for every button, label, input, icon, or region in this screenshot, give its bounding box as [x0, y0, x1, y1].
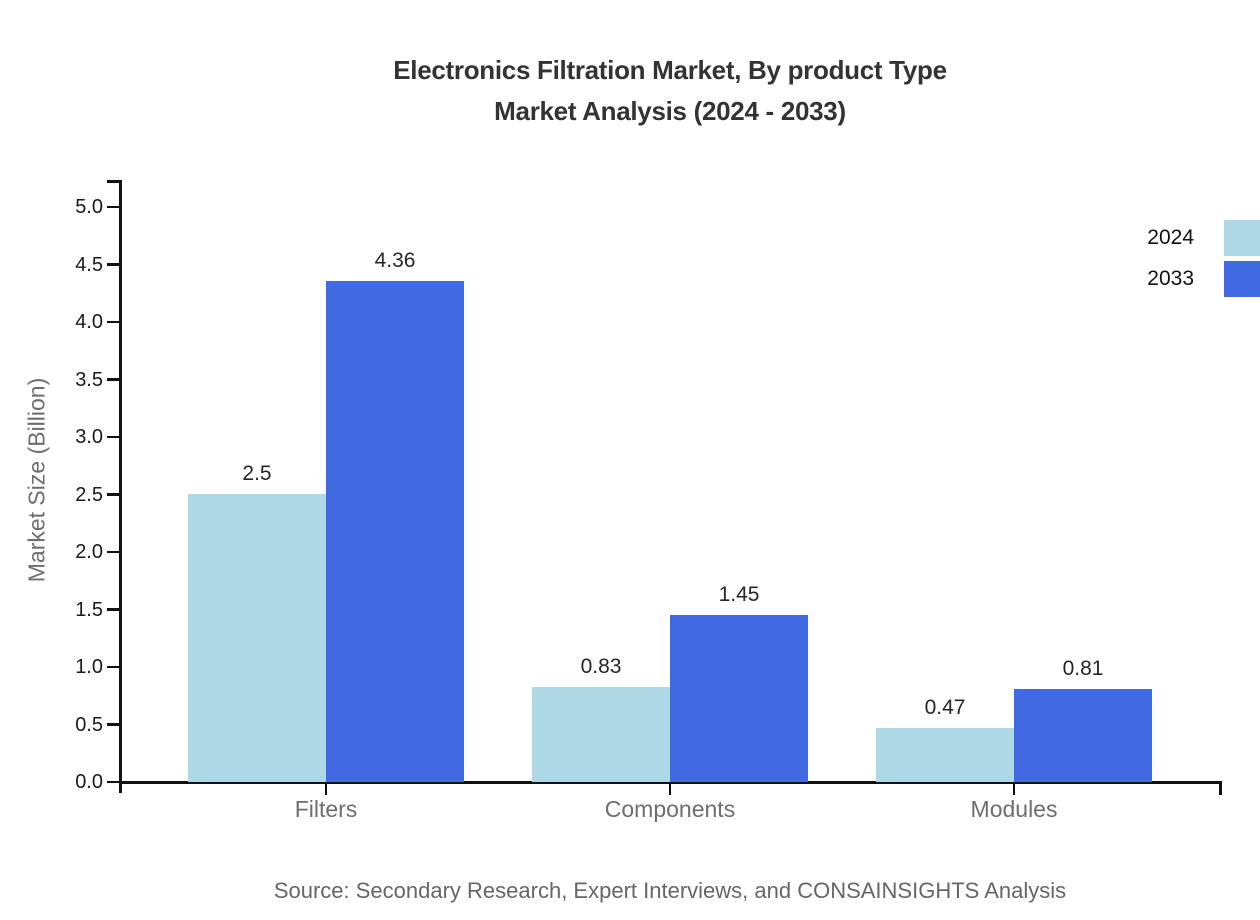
bar-value-label: 0.81	[1062, 657, 1104, 680]
bar-value-label: 1.45	[718, 583, 760, 606]
x-tick-mark	[1012, 782, 1016, 795]
legend-row-2024: 2024	[1147, 219, 1260, 256]
y-tick-label: 2.5	[75, 483, 103, 506]
y-tick-mark	[107, 320, 120, 324]
y-axis-line	[119, 180, 122, 793]
bar-2033-components	[670, 615, 808, 782]
chart-title-line2: Market Analysis (2024 - 2033)	[494, 96, 846, 126]
x-axis-end-cap	[1219, 781, 1222, 795]
source-note: Source: Secondary Research, Expert Inter…	[273, 878, 1067, 903]
x-category-label-filters: Filters	[294, 796, 358, 822]
x-category-label-modules: Modules	[970, 796, 1058, 822]
y-tick-label: 0.0	[75, 771, 103, 793]
bar-value-label: 4.36	[374, 249, 416, 272]
bar-value-label: 0.47	[924, 696, 966, 719]
y-tick-label: 3.0	[75, 426, 103, 448]
bar-2033-modules	[1014, 689, 1152, 782]
y-tick-label: 1.0	[75, 656, 103, 678]
y-tick-mark	[107, 780, 120, 784]
y-tick-label: 2.0	[75, 541, 103, 563]
x-tick-mark	[324, 782, 328, 795]
y-tick-mark	[107, 205, 120, 209]
bar-2033-filters	[326, 281, 464, 782]
legend-label-2024: 2024	[1147, 225, 1194, 249]
y-tick-label: 1.5	[75, 598, 103, 621]
legend-swatch-2024	[1224, 219, 1260, 256]
bar-value-label: 2.5	[242, 462, 272, 485]
y-tick-label: 4.0	[75, 311, 103, 333]
bar-2024-components	[532, 687, 670, 782]
y-axis-end-cap	[107, 180, 121, 183]
legend-row-2033: 2033	[1147, 260, 1260, 297]
y-tick-label: 4.5	[75, 253, 103, 276]
y-tick-mark	[107, 550, 120, 554]
chart-title: Electronics Filtration Market, By produc…	[80, 50, 1260, 132]
y-tick-mark	[107, 435, 120, 439]
bar-2024-modules	[876, 728, 1014, 782]
bar-value-label: 0.83	[580, 655, 622, 678]
y-tick-label: 5.0	[75, 196, 103, 218]
y-tick-mark	[107, 263, 120, 266]
y-tick-mark	[107, 723, 120, 726]
x-category-label-components: Components	[604, 796, 736, 822]
x-tick-mark	[668, 782, 672, 795]
legend-swatch-2033	[1224, 260, 1260, 297]
y-tick-label: 3.5	[75, 368, 103, 391]
legend-label-2033: 2033	[1147, 266, 1194, 290]
bar-2024-filters	[188, 494, 326, 782]
y-tick-mark	[107, 665, 120, 669]
y-tick-mark	[107, 608, 120, 611]
y-tick-mark	[107, 493, 120, 496]
y-tick-mark	[107, 378, 120, 381]
y-tick-label: 0.5	[75, 713, 103, 736]
legend: 2024 2033	[1147, 219, 1260, 301]
chart-title-line1: Electronics Filtration Market, By produc…	[393, 55, 947, 85]
